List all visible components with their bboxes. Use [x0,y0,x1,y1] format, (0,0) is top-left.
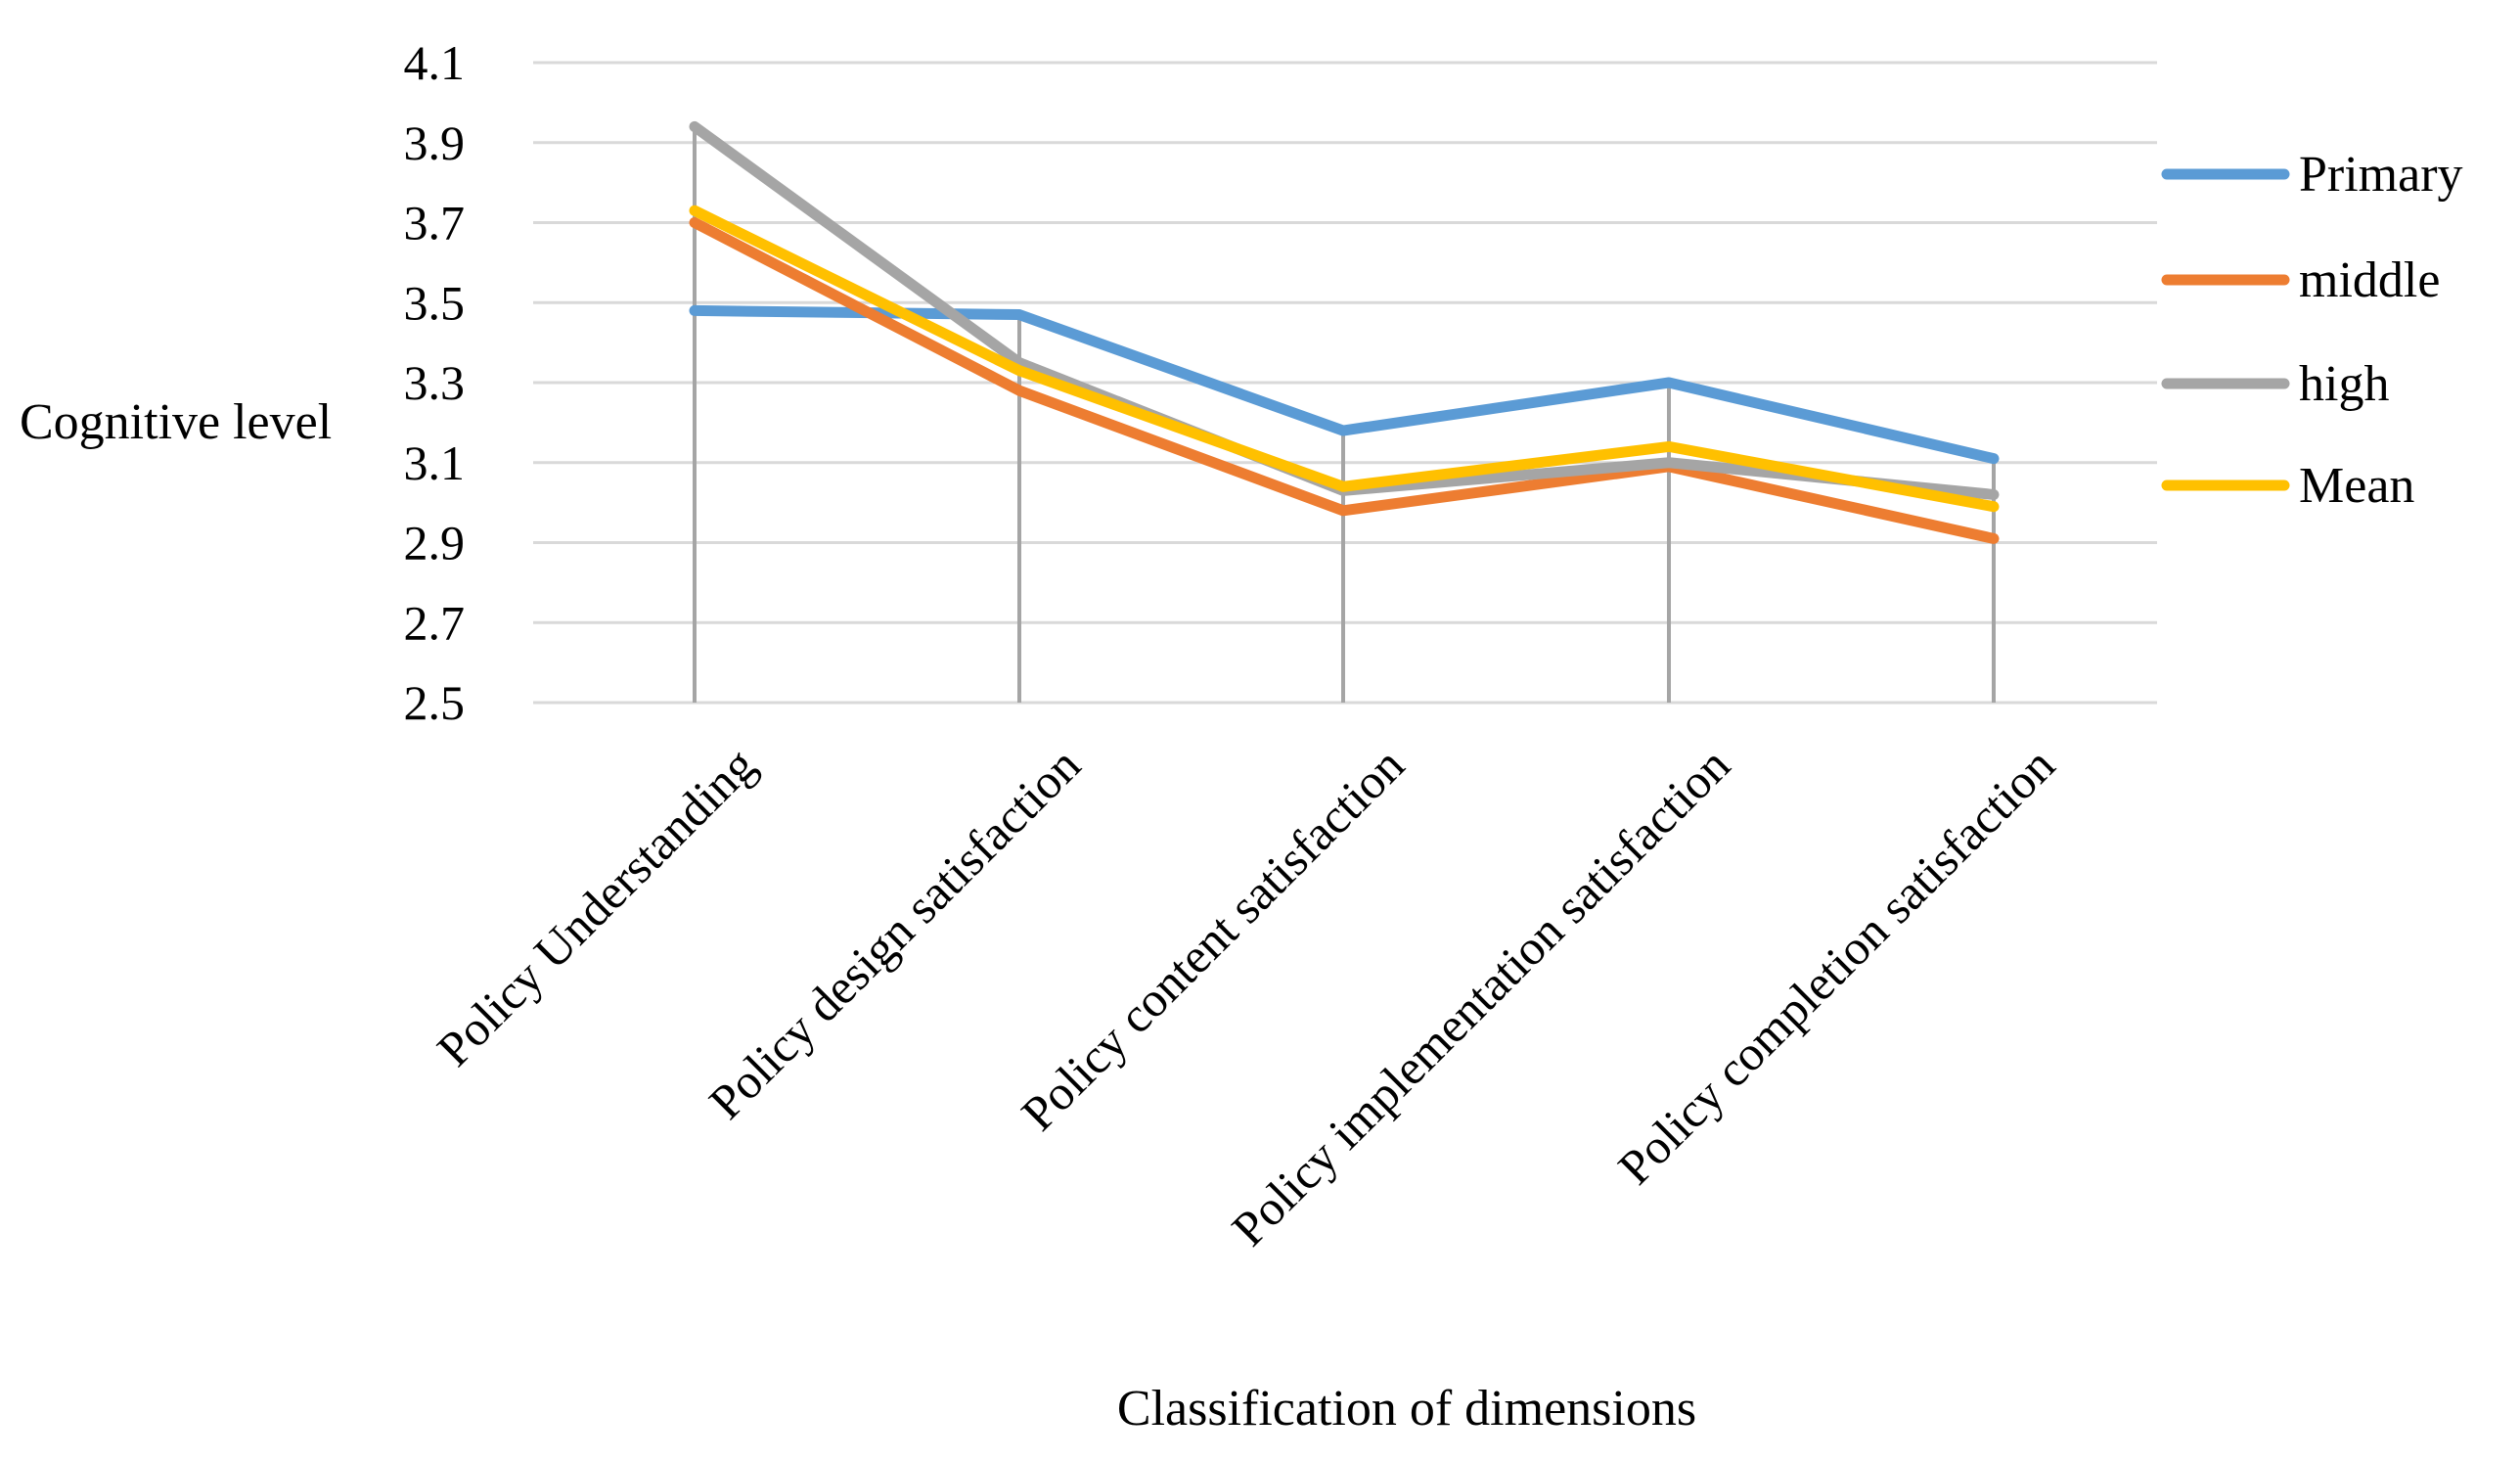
legend-entry-primary: Primary [2161,147,2463,203]
series-line-middle [689,217,2000,544]
y-tick-label: 2.9 [404,516,466,570]
y-tick-label: 3.7 [404,196,466,251]
y-tick-label: 3.9 [404,115,466,170]
legend-entry-mean: Mean [2161,458,2414,514]
x-category-label: Policy design satisfaction [698,737,1091,1129]
y-tick-label: 2.5 [404,675,466,730]
legend-entry-high: high [2161,356,2389,412]
legend-label: Primary [2299,147,2463,203]
y-tick-label: 2.7 [404,595,466,650]
series-lines [689,120,2000,544]
y-tick-label: 3.3 [404,355,466,410]
x-axis-title: Classification of dimensions [1117,1381,1696,1437]
legend-label: high [2299,356,2389,412]
series-line-mean [689,205,2000,513]
legend: Primary middle high Mean [2161,147,2463,514]
y-axis-title: Cognitive level [20,394,332,450]
y-axis-ticks: 4.1 3.9 3.7 3.5 3.3 3.1 2.9 2.7 2.5 [404,35,466,730]
y-tick-label: 4.1 [404,35,466,90]
legend-label: middle [2299,252,2440,308]
y-tick-label: 3.5 [404,275,466,330]
x-category-label: Policy content satisfaction [1011,737,1415,1141]
x-category-label: Policy Understanding [427,737,766,1076]
legend-label: Mean [2299,458,2414,514]
y-tick-label: 3.1 [404,435,466,490]
legend-entry-middle: middle [2161,252,2440,308]
